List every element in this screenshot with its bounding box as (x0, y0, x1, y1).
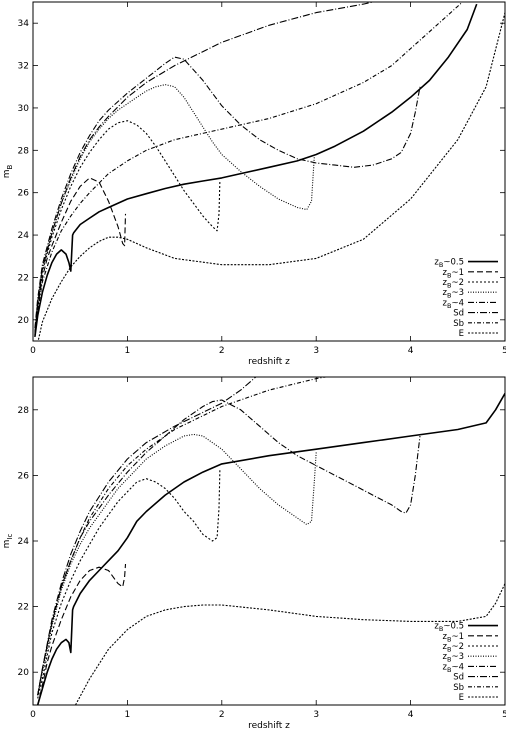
legend-label: zB~3 (443, 288, 464, 300)
series-line-sd (34, 2, 376, 335)
y-tick-label: 20 (18, 668, 30, 678)
series-line-z-b-4 (37, 399, 421, 696)
legend-label: Sd (453, 309, 464, 319)
x-tick-label: 2 (219, 710, 225, 720)
legend-label: zB~4 (443, 662, 464, 674)
x-tick-label: 1 (125, 346, 131, 356)
legend-label: E (459, 329, 464, 339)
legend-label: zB~2 (443, 642, 464, 654)
legend-label: zB~0.5 (434, 258, 464, 270)
y-axis-label: mB (2, 165, 14, 179)
legend-label: zB~1 (443, 632, 464, 644)
series-group (36, 377, 505, 705)
series-line-z-b-3 (34, 84, 315, 331)
y-tick-label: 20 (18, 316, 30, 326)
x-tick-label: 1 (125, 710, 131, 720)
x-tick-label: 4 (408, 346, 414, 356)
x-tick-label: 5 (502, 346, 506, 356)
y-tick-label: 24 (18, 231, 30, 241)
series-line-z-b-0-5 (36, 393, 505, 705)
legend-label: zB~4 (443, 298, 464, 310)
legend-label: zB~2 (443, 278, 464, 290)
series-line-sb (34, 2, 464, 337)
series-line-sb (37, 377, 329, 696)
plot-frame (32, 1, 506, 342)
y-tick-label: 34 (18, 19, 30, 29)
legend-label: zB~1 (443, 268, 464, 280)
legend-label: zB~0.5 (434, 622, 464, 634)
x-tick-label: 3 (313, 346, 319, 356)
y-tick-label: 26 (18, 471, 30, 481)
y-tick-label: 28 (18, 146, 30, 156)
x-axis-label: redshift z (248, 721, 290, 731)
series-line-z-b-2 (34, 120, 221, 333)
x-tick-label: 4 (408, 710, 414, 720)
x-axis-label: redshift z (248, 357, 290, 367)
x-tick-label: 5 (502, 710, 506, 720)
legend-label: zB~3 (443, 652, 464, 664)
series-line-z-b-1 (37, 563, 127, 705)
series-line-z-b-3 (37, 433, 317, 696)
legend-label: Sb (453, 683, 464, 693)
x-tick-label: 3 (313, 710, 319, 720)
y-tick-label: 26 (18, 189, 30, 199)
y-tick-label: 22 (18, 273, 29, 283)
series-line-z-b-0-5 (34, 3, 478, 337)
legend-label: E (459, 693, 464, 703)
x-tick-label: 0 (30, 710, 36, 720)
series-line-z-b-2 (37, 468, 221, 699)
legend-label: Sb (453, 319, 464, 329)
series-group (34, 2, 505, 341)
series-line-e (37, 12, 505, 341)
series-line-z-b-4 (34, 56, 421, 329)
y-tick-label: 28 (18, 406, 30, 416)
x-tick-label: 2 (219, 346, 225, 356)
series-line-e (75, 583, 505, 705)
series-line-sd (37, 377, 257, 696)
x-tick-label: 0 (30, 346, 36, 356)
y-tick-label: 32 (18, 62, 29, 72)
y-tick-label: 22 (18, 603, 29, 613)
y-axis-label: mIc (2, 534, 14, 549)
y-tick-label: 24 (18, 537, 30, 547)
legend-label: Sd (453, 673, 464, 683)
y-tick-label: 30 (18, 104, 30, 114)
